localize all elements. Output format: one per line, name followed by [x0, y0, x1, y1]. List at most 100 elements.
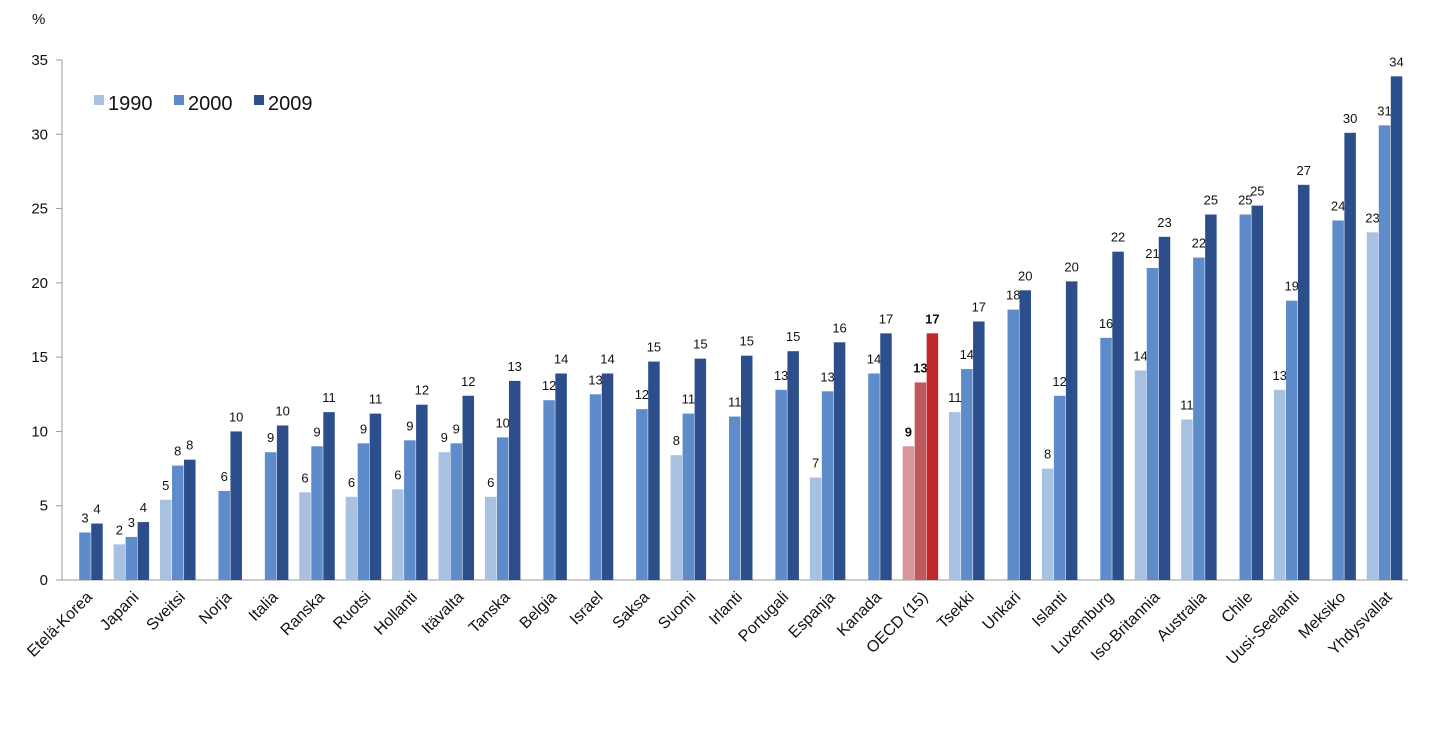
bar: [1041, 468, 1054, 580]
legend-swatch: [94, 95, 104, 105]
value-label: 31: [1377, 103, 1391, 118]
value-label: 6: [394, 467, 401, 482]
bar: [184, 459, 196, 580]
value-label: 13: [1272, 368, 1286, 383]
x-tick-label: Chile: [1219, 589, 1257, 627]
value-label: 8: [673, 433, 680, 448]
bar: [450, 443, 463, 580]
value-label: 17: [972, 299, 986, 314]
x-tick-label: Japani: [97, 589, 142, 634]
bar: [276, 425, 289, 580]
legend-swatch: [254, 95, 264, 105]
legend-swatch: [174, 95, 184, 105]
bar: [369, 413, 382, 580]
bar: [1158, 236, 1171, 581]
value-label: 18: [1006, 288, 1020, 303]
bar: [902, 446, 915, 580]
bar: [137, 522, 150, 580]
bar: [1053, 395, 1066, 580]
bar: [1007, 309, 1019, 580]
value-label: 2: [116, 522, 123, 537]
bar: [1273, 389, 1286, 580]
value-label: 15: [647, 340, 661, 355]
x-tick-label: Hollanti: [371, 589, 421, 639]
legend-label: 2009: [268, 93, 313, 115]
value-label: 27: [1296, 163, 1310, 178]
bar: [949, 412, 961, 580]
bar: [392, 489, 404, 580]
value-label: 30: [1343, 111, 1357, 126]
x-tick-label: Belgia: [517, 589, 561, 633]
bar: [218, 490, 230, 580]
bar: [1239, 214, 1252, 580]
value-label: 11: [728, 395, 742, 410]
bar: [160, 499, 172, 580]
legend-label: 1990: [108, 93, 153, 115]
value-label: 11: [369, 392, 383, 407]
value-label: 15: [740, 334, 754, 349]
bar: [670, 455, 683, 580]
bar: [1378, 125, 1391, 580]
bar: [648, 361, 660, 580]
value-label: 34: [1389, 54, 1403, 69]
value-label: 14: [554, 351, 568, 366]
value-label: 16: [1099, 316, 1113, 331]
y-tick-label: 15: [31, 349, 48, 366]
bar: [1205, 214, 1217, 580]
bar: [357, 443, 370, 580]
value-label: 9: [406, 418, 413, 433]
value-label: 14: [1133, 349, 1147, 364]
value-label: 9: [313, 424, 320, 439]
y-axis-label: %: [32, 11, 45, 28]
bar: [1100, 337, 1112, 580]
value-label: 14: [600, 351, 614, 366]
bar: [172, 465, 184, 580]
bar: [601, 373, 614, 580]
x-tick-label: Italia: [246, 589, 282, 625]
x-tick-label: Sveitsi: [144, 589, 189, 634]
legend-label: 2000: [188, 93, 233, 115]
value-label: 9: [360, 421, 367, 436]
bar: [1366, 232, 1379, 581]
bar: [508, 380, 521, 580]
value-label: 22: [1111, 230, 1125, 245]
x-tick-label: Irlanti: [706, 589, 746, 629]
y-tick-label: 5: [40, 498, 48, 515]
value-label: 25: [1204, 193, 1218, 208]
value-label: 25: [1238, 193, 1252, 208]
y-tick-label: 30: [31, 126, 48, 143]
value-label: 13: [774, 368, 788, 383]
bar: [1112, 251, 1124, 580]
bar: [1146, 268, 1159, 580]
value-label: 23: [1157, 215, 1171, 230]
x-tick-label: Tanska: [466, 589, 514, 637]
value-label: 13: [507, 359, 521, 374]
value-label: 25: [1250, 184, 1264, 199]
value-label: 10: [495, 415, 509, 430]
value-label: 17: [925, 311, 939, 326]
x-tick-label: Etelä-Korea: [24, 589, 96, 661]
value-label: 6: [221, 469, 228, 484]
value-label: 20: [1064, 259, 1078, 274]
value-label: 19: [1284, 279, 1298, 294]
bar: [416, 404, 428, 580]
bar: [311, 446, 323, 580]
x-tick-label: Australia: [1154, 589, 1210, 645]
value-label: 4: [93, 502, 100, 517]
bar: [79, 532, 91, 580]
bar: [1332, 220, 1344, 580]
bar: [961, 369, 973, 580]
y-tick-label: 10: [31, 423, 48, 440]
bar: [821, 391, 834, 580]
y-tick-label: 25: [31, 201, 48, 218]
bar: [809, 477, 822, 580]
bar: [787, 351, 799, 580]
bar: [741, 355, 753, 580]
x-tick-label: Portugali: [736, 589, 793, 646]
bar: [91, 523, 103, 580]
y-tick-label: 35: [31, 52, 48, 69]
bar: [868, 373, 880, 580]
x-tick-label: Suomi: [655, 589, 699, 633]
bar: [880, 333, 892, 580]
